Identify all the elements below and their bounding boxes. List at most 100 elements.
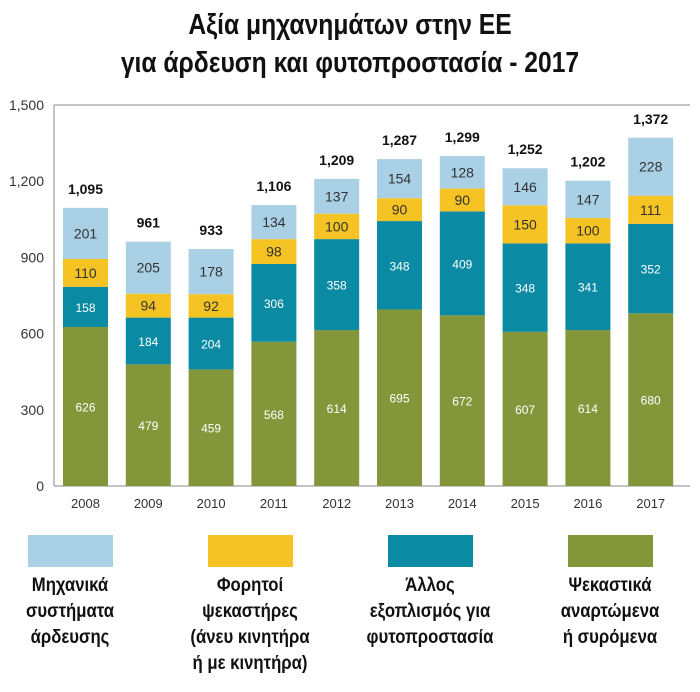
bar-value-label: 614 — [578, 402, 598, 416]
bar-segment — [377, 159, 422, 199]
legend-label: ή συρόμενα — [562, 627, 658, 648]
bar-value-label: 352 — [641, 263, 661, 277]
bar-segment — [628, 195, 674, 224]
bar-segment — [125, 241, 171, 294]
bar-segment — [314, 330, 360, 486]
bar-segment — [251, 239, 297, 265]
bar-segment — [628, 137, 674, 196]
legend-item: Μηχανικά συστήματα άρδευσης — [0, 535, 155, 651]
legend-item: Φορητοί ψεκαστήρες (άνευ κινητήρα ή με κιν… — [165, 535, 335, 677]
bar-segment — [628, 223, 674, 314]
bar-value-label: 695 — [389, 392, 409, 406]
bar-value-label: 158 — [75, 301, 95, 315]
bar-segment — [502, 168, 548, 206]
x-tick-label: 2014 — [448, 496, 477, 511]
bar-value-label: 98 — [266, 244, 282, 260]
bar-value-label: 204 — [201, 338, 221, 352]
bar-segment — [188, 317, 234, 370]
title-line-2: για άρδευση και φυτοπροστασία - 2017 — [120, 47, 580, 79]
bar-value-label: 137 — [325, 188, 349, 204]
bar-value-label: 409 — [452, 257, 472, 271]
bar-segment — [125, 364, 171, 486]
bar-segment — [251, 205, 297, 240]
legend-label: Μηχανικά — [31, 575, 109, 596]
y-tick-label: 1,200 — [9, 173, 44, 189]
x-tick-label: 2009 — [134, 496, 163, 511]
bar-segment — [502, 331, 548, 486]
bar-value-label: 201 — [74, 225, 98, 241]
bar-segment — [439, 315, 485, 486]
bar-segment — [63, 326, 108, 486]
bar-segment — [439, 188, 485, 212]
bar-value-label: 459 — [201, 422, 221, 436]
bar-value-label: 147 — [576, 191, 600, 207]
bar-value-label: 94 — [141, 298, 157, 314]
bar-segment — [377, 198, 422, 222]
bar-value-label: 128 — [451, 164, 475, 180]
bar-segment — [251, 264, 297, 342]
legend-label: (άνευ κινητήρα — [190, 627, 310, 648]
bar-value-label: 607 — [515, 403, 535, 417]
x-tick-label: 2015 — [511, 496, 540, 511]
legend-label: αναρτώμενα — [560, 601, 660, 622]
bar-segment — [565, 218, 611, 244]
bar-value-label: 110 — [74, 265, 97, 281]
bar-total-label: 1,202 — [570, 154, 605, 170]
bar-segment — [251, 341, 297, 486]
bar-value-label: 154 — [388, 171, 412, 187]
x-tick-label: 2010 — [197, 496, 226, 511]
legend-swatch — [207, 535, 293, 567]
x-tick-label: 2012 — [322, 496, 351, 511]
bar-total-label: 933 — [199, 222, 223, 238]
legend-swatch — [27, 535, 113, 567]
bar-segment — [377, 309, 422, 486]
legend-label: Φορητοί ψεκαστήρες — [202, 575, 298, 622]
legend-item: Ψεκαστικά αναρτώμενα ή συρόμενα — [525, 535, 695, 651]
bar-segment — [63, 207, 108, 259]
bar-total-label: 1,287 — [382, 132, 417, 148]
bar-segment — [502, 205, 548, 244]
bar-value-label: 184 — [138, 335, 158, 349]
bar-value-label: 100 — [325, 218, 349, 234]
bar-value-label: 680 — [641, 394, 661, 408]
bar-segment — [439, 211, 485, 316]
y-tick-label: 900 — [21, 249, 45, 265]
bar-value-label: 341 — [578, 281, 598, 295]
legend-swatch — [567, 535, 653, 567]
chart-title: Αξία μηχανημάτων στην ΕΕ για άρδευση και… — [53, 6, 648, 82]
bar-value-label: 92 — [203, 298, 219, 314]
x-tick-label: 2011 — [260, 496, 288, 511]
bar-value-label: 672 — [452, 395, 472, 409]
x-tick-label: 2013 — [385, 496, 414, 511]
legend-label: φυτοπροστασία — [366, 627, 494, 648]
legend-label: Άλλος — [405, 575, 455, 596]
bar-segment — [565, 180, 611, 219]
bar-segment — [63, 286, 108, 327]
bar-value-label: 134 — [262, 214, 286, 230]
bar-value-label: 228 — [639, 159, 663, 175]
bar-segment — [63, 258, 108, 287]
bar-segment — [628, 313, 674, 486]
bar-segment — [125, 317, 171, 365]
bar-total-label: 1,106 — [256, 178, 291, 194]
bar-total-label: 1,209 — [319, 152, 354, 168]
bar-value-label: 90 — [455, 192, 471, 208]
bar-segment — [125, 293, 171, 318]
bar-value-label: 348 — [515, 282, 535, 296]
bar-segment — [314, 178, 360, 214]
bar-segment — [314, 213, 360, 240]
bar-value-label: 90 — [392, 202, 408, 218]
bar-value-label: 358 — [327, 279, 347, 293]
bar-segment — [565, 330, 611, 486]
bar-segment — [188, 369, 234, 486]
bar-value-label: 150 — [513, 216, 537, 232]
bar-value-label: 205 — [137, 260, 161, 276]
bar-value-label: 568 — [264, 408, 284, 422]
legend-label: άρδευσης — [30, 627, 110, 648]
bar-segment — [502, 243, 548, 332]
bar-value-label: 479 — [138, 419, 158, 433]
legend-label: εξοπλισμός για — [369, 601, 491, 622]
legend-label: Ψεκαστικά — [568, 575, 652, 596]
legend-label: συστήματα — [25, 601, 115, 622]
legend-label: ή με κινητήρα) — [192, 653, 308, 674]
